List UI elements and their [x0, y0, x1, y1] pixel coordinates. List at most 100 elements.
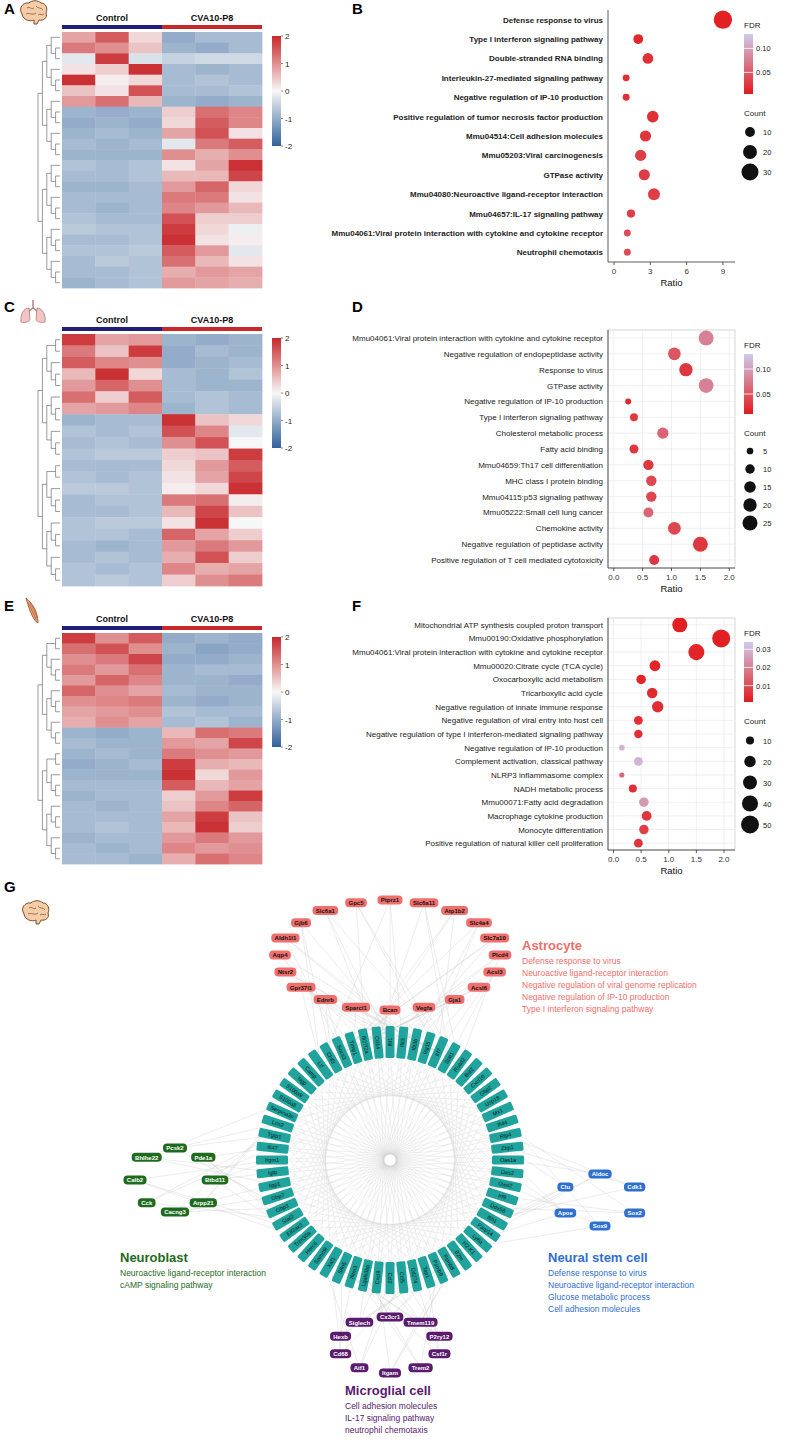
heatmap-cell: [62, 728, 96, 739]
edge: [342, 1160, 508, 1268]
bubble: [699, 330, 714, 345]
heatmap-cell: [95, 426, 129, 438]
term-label: Response to virus: [539, 366, 603, 375]
cluster-term: Type I interferon signaling pathway: [522, 1004, 654, 1014]
panel-letter: G: [4, 878, 16, 895]
term-label: Negative regulation of IP-10 production: [454, 93, 603, 102]
heatmap-cell: [229, 181, 263, 192]
cluster-node-box: [468, 983, 491, 992]
x-tick: [641, 850, 642, 853]
cluster-node: Gja1: [445, 995, 465, 1004]
heatmap-cell: [162, 213, 196, 224]
x-tick: [613, 568, 614, 571]
x-tick-label: 1.5: [691, 855, 703, 864]
edge: [272, 1052, 438, 1160]
heatmap-cell: [62, 833, 96, 844]
heatmap-cell: [129, 540, 163, 552]
heatmap-cell: [195, 529, 229, 541]
cluster-node-box: [123, 1176, 146, 1185]
grid-line: [608, 560, 735, 561]
colorbar-label: 0.10: [756, 44, 771, 53]
heatmap-cell: [162, 345, 196, 357]
hub-gene-label: Mx1: [492, 1107, 504, 1117]
term-label: Positive regulation of tumor necrosis fa…: [393, 113, 603, 122]
colorbar-tick: [281, 448, 283, 449]
dendrogram-branch: [51, 261, 60, 277]
organ-icon: [23, 901, 49, 924]
term-label: Tricarboxylic acid cycle: [521, 689, 603, 698]
grid-line: [608, 802, 735, 803]
edge: [354, 1048, 508, 1173]
dendrogram-branch: [51, 523, 60, 540]
heatmap-cell: [229, 665, 263, 676]
heatmap-cell: [162, 334, 196, 346]
cluster-node-box: [202, 1176, 229, 1185]
heatmap-cell: [162, 426, 196, 438]
heatmap-cell: [129, 256, 163, 267]
edge: [275, 1065, 460, 1136]
cluster-term: Cell adhesion molecules: [345, 1401, 437, 1411]
heatmap-cell: [162, 728, 196, 739]
heatmap-cell: [62, 380, 96, 392]
panel-letter: E: [4, 597, 14, 614]
size-legend-label: 20: [763, 758, 771, 767]
heatmap-cell: [129, 107, 163, 118]
heatmap-cell: [162, 380, 196, 392]
bubble: [629, 445, 638, 454]
group-bar: [62, 25, 162, 29]
heatmap-cell: [62, 192, 96, 203]
dendrogram-branch: [51, 489, 60, 506]
heatmap-cell: [195, 822, 229, 833]
lung-lobe: [36, 308, 45, 322]
term-label: Negative regulation of endopeptidase act…: [444, 350, 603, 359]
bubble: [634, 730, 642, 738]
dendrogram-branch: [47, 644, 56, 668]
hub-node-box: [372, 1026, 384, 1059]
heatmap-cell: [195, 575, 229, 587]
grid-line: [608, 829, 735, 830]
cluster-node-box: [132, 1153, 162, 1162]
cluster-node-box: [345, 898, 367, 907]
edge: [390, 1042, 498, 1208]
heatmap-cell: [95, 460, 129, 472]
cluster-node-box: [483, 967, 506, 976]
dendrogram-branch: [51, 197, 60, 213]
grid-line: [608, 843, 735, 844]
heatmap-cell: [62, 575, 96, 587]
colorbar-tick: [281, 36, 283, 37]
heatmap-cell: [129, 43, 163, 54]
heatmap-cell: [229, 644, 263, 655]
heatmap-cell: [62, 256, 96, 267]
heatmap-cell: [162, 654, 196, 665]
panel-letter: D: [352, 298, 363, 315]
heatmap-cell: [195, 675, 229, 686]
edge: [402, 1043, 492, 1219]
heatmap-cell: [162, 801, 196, 812]
heatmap-cell: [62, 267, 96, 278]
cluster-node-box: [330, 1332, 351, 1341]
dendrogram-branch: [51, 229, 60, 245]
colorbar-tick: [744, 394, 753, 395]
heatmap-cell: [162, 471, 196, 483]
colorbar-tick: [744, 48, 753, 49]
heatmap-cell: [62, 529, 96, 541]
heatmap-cell: [195, 552, 229, 564]
term-label: Mmu04657:IL-17 signaling pathway: [469, 210, 603, 219]
heatmap-cell: [129, 368, 163, 380]
term-label: Negative regulation of IP-10 production: [464, 397, 603, 406]
heatmap-cell: [129, 171, 163, 182]
heatmap-cell: [129, 686, 163, 697]
dendrogram-branch: [51, 165, 60, 181]
legend-title: Count: [744, 429, 766, 438]
x-axis: [608, 262, 735, 263]
colorbar-tick: [281, 637, 283, 638]
dendrogram-branch: [47, 173, 51, 205]
colorbar-label: 0.03: [756, 645, 771, 654]
heatmap-cell: [62, 822, 96, 833]
heatmap-cell: [95, 749, 129, 760]
heatmap-cell: [195, 139, 229, 150]
hub-gene-label: Ltf: [316, 1060, 325, 1069]
cluster-gene-label: Gpc5: [349, 900, 365, 906]
cluster-node: Gpr37l1: [287, 983, 316, 992]
edge: [365, 911, 454, 1045]
